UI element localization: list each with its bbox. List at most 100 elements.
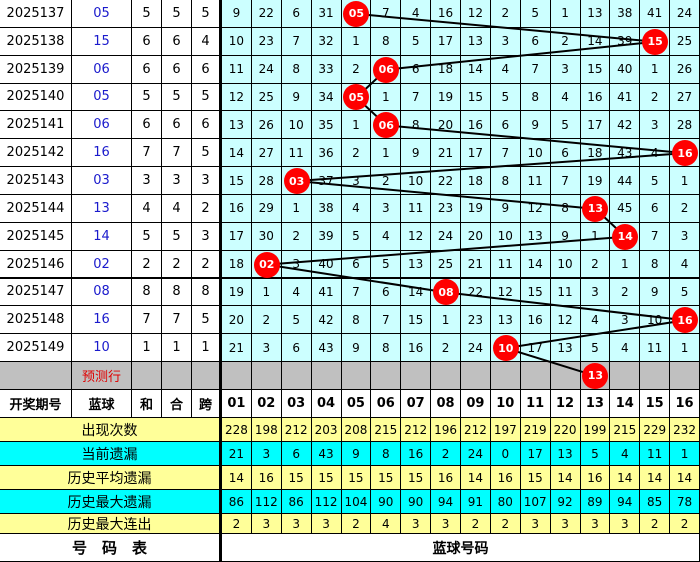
predict-cell[interactable] bbox=[670, 362, 700, 390]
grid-cell: 26 bbox=[251, 111, 282, 140]
predict-cell[interactable] bbox=[640, 362, 671, 390]
grid-cell: 2 bbox=[580, 250, 611, 279]
grid-cell: 1 bbox=[371, 139, 402, 168]
period-cell: 2025149 bbox=[0, 334, 72, 363]
grid-cell: 1 bbox=[431, 306, 461, 335]
hewei-cell: 5 bbox=[162, 222, 192, 251]
hewei-cell: 3 bbox=[162, 167, 192, 195]
predict-cell[interactable] bbox=[431, 362, 461, 390]
grid-cell: 2 bbox=[610, 278, 641, 307]
grid-cell: 4 bbox=[670, 250, 700, 279]
predicted-ball: 13 bbox=[582, 362, 609, 389]
blue-cell: 08 bbox=[72, 278, 132, 307]
predict-cell[interactable] bbox=[341, 362, 372, 390]
grid-cell: 5 bbox=[281, 306, 312, 335]
header-number: 01 bbox=[222, 390, 252, 418]
he-cell: 5 bbox=[132, 83, 162, 112]
predict-cell[interactable] bbox=[251, 362, 282, 390]
stat-value: 215 bbox=[371, 418, 402, 442]
grid-cell: 24 bbox=[251, 55, 282, 84]
stat-value: 3 bbox=[550, 514, 581, 534]
hewei-cell: 6 bbox=[162, 55, 192, 84]
grid-cell: 11 bbox=[640, 334, 671, 363]
grid-cell: 15 bbox=[580, 55, 611, 84]
grid-cell: 7 bbox=[401, 83, 432, 112]
grid-cell: 3 bbox=[550, 55, 581, 84]
stat-value: 3 bbox=[311, 514, 342, 534]
grid-cell: 8 bbox=[550, 194, 581, 223]
stat-value: 212 bbox=[461, 418, 491, 442]
predict-cell[interactable] bbox=[371, 362, 402, 390]
grid-cell: 27 bbox=[251, 139, 282, 168]
grid-cell: 22 bbox=[251, 0, 282, 28]
grid-cell: 21 bbox=[222, 334, 252, 363]
header-number: 07 bbox=[401, 390, 432, 418]
stat-value: 80 bbox=[490, 490, 521, 514]
predict-cell[interactable] bbox=[281, 362, 312, 390]
stat-value: 11 bbox=[640, 442, 671, 466]
stat-value: 14 bbox=[461, 466, 491, 490]
grid-cell: 14 bbox=[401, 278, 432, 307]
grid-cell: 15 bbox=[520, 278, 551, 307]
hit-ball: 16 bbox=[672, 307, 699, 334]
grid-cell: 21 bbox=[431, 139, 461, 168]
grid-cell: 15 bbox=[461, 83, 491, 112]
predict-cell[interactable] bbox=[550, 362, 581, 390]
grid-cell: 26 bbox=[670, 55, 700, 84]
grid-cell: 4 bbox=[580, 306, 611, 335]
kua-cell: 6 bbox=[192, 111, 220, 140]
predict-cell[interactable] bbox=[610, 362, 641, 390]
grid-cell: 16 bbox=[580, 83, 611, 112]
blue-cell: 15 bbox=[72, 27, 132, 56]
header-number: 09 bbox=[461, 390, 491, 418]
kua-cell: 1 bbox=[192, 334, 220, 363]
grid-cell: 22 bbox=[461, 278, 491, 307]
stat-value: 21 bbox=[222, 442, 252, 466]
stat-value: 8 bbox=[371, 442, 402, 466]
grid-cell: 1 bbox=[610, 250, 641, 279]
period-cell: 2025139 bbox=[0, 55, 72, 84]
kua-cell: 5 bbox=[192, 0, 220, 28]
stat-value: 2 bbox=[461, 514, 491, 534]
grid-cell: 3 bbox=[281, 250, 312, 279]
he-cell: 7 bbox=[132, 306, 162, 335]
grid-cell: 21 bbox=[461, 250, 491, 279]
stat-value: 196 bbox=[431, 418, 461, 442]
predict-cell[interactable] bbox=[520, 362, 551, 390]
predict-cell bbox=[162, 362, 192, 390]
stat-label: 出现次数 bbox=[0, 418, 220, 442]
predict-cell[interactable] bbox=[222, 362, 252, 390]
blue-cell: 06 bbox=[72, 55, 132, 84]
predict-cell[interactable] bbox=[461, 362, 491, 390]
stat-value: 5 bbox=[580, 442, 611, 466]
header-period: 开奖期号 bbox=[0, 390, 72, 418]
stat-value: 14 bbox=[670, 466, 700, 490]
predict-cell[interactable] bbox=[311, 362, 342, 390]
grid-cell: 3 bbox=[251, 334, 282, 363]
stat-value: 15 bbox=[371, 466, 402, 490]
period-cell: 2025137 bbox=[0, 0, 72, 28]
grid-cell: 6 bbox=[490, 111, 521, 140]
hit-ball: 06 bbox=[373, 56, 400, 83]
predict-cell[interactable] bbox=[490, 362, 521, 390]
period-cell: 2025140 bbox=[0, 83, 72, 112]
stat-value: 15 bbox=[520, 466, 551, 490]
grid-cell: 12 bbox=[401, 222, 432, 251]
grid-cell: 20 bbox=[431, 111, 461, 140]
grid-cell: 13 bbox=[520, 222, 551, 251]
grid-cell: 15 bbox=[222, 167, 252, 195]
kua-cell: 8 bbox=[192, 278, 220, 307]
grid-cell: 7 bbox=[371, 306, 402, 335]
predict-cell[interactable] bbox=[401, 362, 432, 390]
grid-cell: 3 bbox=[640, 111, 671, 140]
grid-cell: 23 bbox=[251, 27, 282, 56]
stat-value: 2 bbox=[341, 514, 372, 534]
grid-cell: 11 bbox=[550, 278, 581, 307]
predict-label: 预测行 bbox=[72, 362, 132, 390]
grid-cell: 10 bbox=[520, 139, 551, 168]
stat-value: 90 bbox=[401, 490, 432, 514]
grid-cell: 2 bbox=[550, 27, 581, 56]
grid-cell: 8 bbox=[490, 167, 521, 195]
grid-cell: 1 bbox=[281, 194, 312, 223]
grid-cell: 24 bbox=[670, 0, 700, 28]
